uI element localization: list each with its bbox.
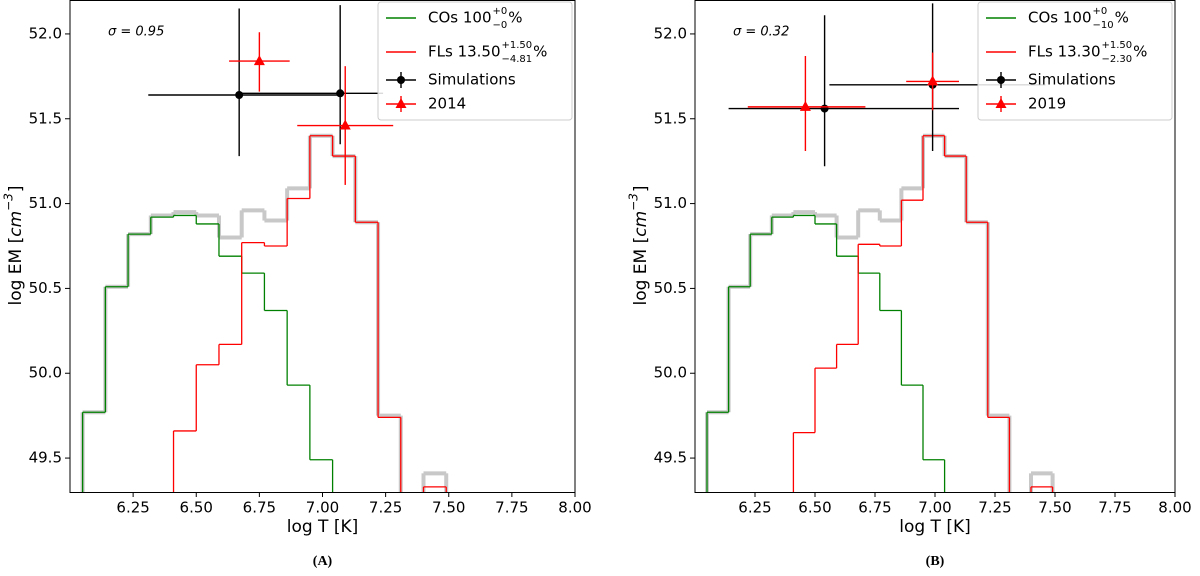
x-tick-label: 6.75 — [858, 499, 891, 517]
legend-sub: −10 — [1093, 20, 1114, 31]
marker — [336, 89, 345, 98]
legend-sub: −2.30 — [1102, 54, 1133, 65]
x-tick-label: 7.75 — [495, 499, 528, 517]
y-tick-label: 51.5 — [654, 109, 687, 127]
annotation: σ = 0.32 — [733, 25, 789, 40]
x-tick-label: 6.25 — [116, 499, 149, 517]
y-axis-label: log EM [cm−3] — [627, 185, 652, 305]
x-axis-label: log T [K] — [287, 517, 359, 537]
marker — [395, 98, 407, 108]
marker — [927, 75, 939, 86]
caption: (A) — [313, 554, 333, 569]
x-tick-label: 6.50 — [180, 499, 213, 517]
y-tick-label: 51.0 — [29, 194, 62, 212]
legend-sup: +0 — [1093, 6, 1108, 17]
legend-tail: % — [1115, 9, 1129, 27]
legend-label: FLs 13.50 — [428, 43, 501, 61]
legend-tail: % — [533, 43, 547, 61]
legend-sub: −0 — [493, 20, 508, 31]
x-tick-label: 7.25 — [369, 499, 402, 517]
legend-sup: +1.50 — [502, 40, 533, 51]
y-axis-label: log EM [cm−3] — [2, 185, 27, 305]
y-tick-label: 49.5 — [29, 449, 62, 467]
legend-box — [377, 1, 573, 121]
y-label-unit: cm — [6, 211, 26, 237]
x-tick-label: 6.25 — [738, 499, 771, 517]
y-tick-label: 51.5 — [29, 109, 62, 127]
legend-sup: +1.50 — [1102, 40, 1133, 51]
marker — [253, 55, 265, 66]
legend-box — [977, 1, 1173, 121]
legend-label: Simulations — [1028, 71, 1116, 89]
y-label-unit: cm — [631, 211, 651, 237]
y-tick-label: 50.5 — [29, 279, 62, 297]
legend-label: COs 100 — [428, 9, 492, 27]
x-tick-label: 7.75 — [1098, 499, 1131, 517]
marker — [339, 119, 351, 130]
marker — [397, 76, 405, 84]
x-axis-label: log T [K] — [899, 517, 971, 537]
legend-sup: +0 — [493, 6, 508, 17]
y-label-text: log EM [ — [631, 237, 651, 306]
y-tick-label: 51.0 — [654, 194, 687, 212]
panel: 6.25 6.50 6.75 7.00 7.25 7.50 7.75 8.00 49.5 50.0… — [2, 0, 592, 569]
y-tick-label: 50.5 — [654, 279, 687, 297]
marker — [799, 100, 811, 111]
legend-label: 2019 — [1028, 95, 1066, 113]
legend-label: Simulations — [428, 71, 516, 89]
legend-label: 2014 — [428, 95, 466, 113]
y-label-exponent: −3 — [627, 193, 641, 211]
x-tick-label: 7.50 — [1038, 499, 1071, 517]
marker — [995, 98, 1007, 108]
plot-area — [80, 5, 449, 492]
legend-tail: % — [1133, 43, 1147, 61]
y-label-exponent: −3 — [2, 193, 16, 211]
x-tick-label: 7.25 — [978, 499, 1011, 517]
y-tick-label: 50.0 — [654, 364, 687, 382]
y-label-tail: ] — [631, 185, 651, 192]
plot-area — [705, 3, 1055, 492]
y-label-text: log EM [ — [6, 237, 26, 306]
marker — [997, 76, 1005, 84]
annotation: σ = 0.95 — [108, 25, 164, 40]
y-tick-label: 49.5 — [654, 449, 687, 467]
marker — [235, 91, 244, 100]
marker — [820, 104, 829, 113]
legend-tail: % — [508, 9, 522, 27]
legend-label: COs 100 — [1028, 9, 1092, 27]
x-tick-label: 8.00 — [1158, 499, 1191, 517]
x-tick-label: 7.00 — [306, 499, 339, 517]
legend-label: FLs 13.30 — [1028, 43, 1101, 61]
y-tick-label: 52.0 — [654, 24, 687, 42]
x-tick-label: 6.50 — [798, 499, 831, 517]
caption: (B) — [926, 554, 945, 569]
y-tick-label: 50.0 — [29, 364, 62, 382]
legend-sub: −4.81 — [502, 54, 533, 65]
x-tick-label: 6.75 — [243, 499, 276, 517]
x-tick-label: 8.00 — [558, 499, 591, 517]
y-label-tail: ] — [6, 185, 26, 192]
x-tick-label: 7.50 — [432, 499, 465, 517]
y-tick-label: 52.0 — [29, 24, 62, 42]
panel: 6.25 6.50 6.75 7.00 7.25 7.50 7.75 8.00 49.5 50.0… — [627, 0, 1192, 569]
x-tick-label: 7.00 — [918, 499, 951, 517]
